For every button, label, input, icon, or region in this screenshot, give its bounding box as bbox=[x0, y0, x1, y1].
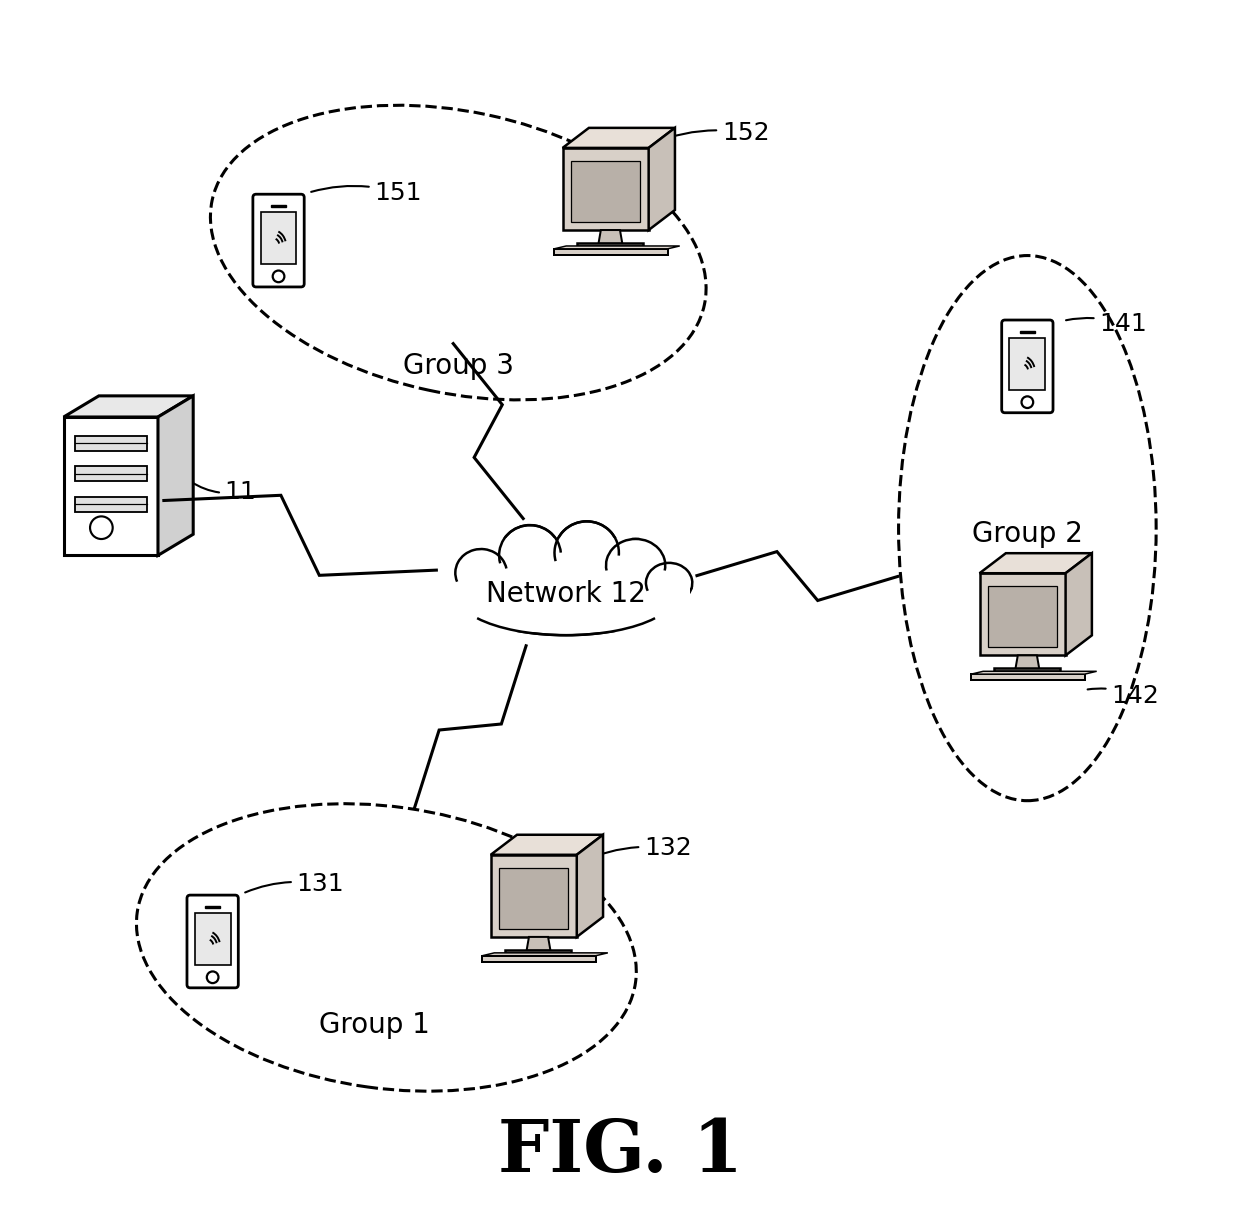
Bar bbox=[438, 538, 694, 588]
Text: FIG. 1: FIG. 1 bbox=[497, 1115, 743, 1187]
Polygon shape bbox=[563, 128, 675, 148]
Polygon shape bbox=[63, 396, 193, 417]
Ellipse shape bbox=[646, 562, 692, 604]
Circle shape bbox=[207, 972, 218, 983]
Bar bbox=[74, 435, 146, 451]
FancyBboxPatch shape bbox=[1002, 320, 1053, 413]
Circle shape bbox=[1022, 396, 1033, 408]
Bar bbox=[206, 907, 219, 908]
Bar bbox=[1009, 338, 1045, 390]
Ellipse shape bbox=[500, 525, 560, 585]
Bar bbox=[994, 668, 1060, 671]
Bar bbox=[260, 212, 296, 264]
Bar bbox=[988, 587, 1058, 647]
Polygon shape bbox=[980, 573, 1065, 656]
Polygon shape bbox=[971, 671, 1096, 674]
Polygon shape bbox=[482, 953, 608, 956]
Bar bbox=[1021, 331, 1034, 333]
Text: 141: 141 bbox=[1066, 313, 1147, 337]
Text: Group 1: Group 1 bbox=[319, 1011, 430, 1040]
Text: 11: 11 bbox=[191, 480, 257, 504]
Bar bbox=[570, 161, 640, 222]
Polygon shape bbox=[554, 246, 680, 248]
Circle shape bbox=[273, 270, 284, 282]
Polygon shape bbox=[1016, 656, 1039, 669]
Text: 132: 132 bbox=[580, 836, 692, 863]
Bar bbox=[195, 913, 231, 965]
Text: 151: 151 bbox=[311, 181, 422, 205]
FancyBboxPatch shape bbox=[187, 896, 238, 988]
Text: Network 12: Network 12 bbox=[486, 581, 646, 608]
Ellipse shape bbox=[554, 521, 619, 584]
Polygon shape bbox=[980, 553, 1092, 573]
Polygon shape bbox=[157, 396, 193, 555]
Bar bbox=[577, 242, 642, 246]
Ellipse shape bbox=[606, 539, 665, 591]
Ellipse shape bbox=[455, 549, 507, 596]
Bar bbox=[74, 467, 146, 481]
Polygon shape bbox=[491, 835, 603, 854]
Ellipse shape bbox=[456, 554, 676, 635]
Polygon shape bbox=[577, 835, 603, 937]
Polygon shape bbox=[563, 148, 649, 230]
Text: 152: 152 bbox=[652, 121, 770, 144]
Bar bbox=[443, 570, 689, 633]
Polygon shape bbox=[554, 248, 668, 255]
Polygon shape bbox=[491, 854, 577, 937]
Text: 142: 142 bbox=[1087, 684, 1159, 708]
Text: 131: 131 bbox=[246, 871, 345, 896]
Polygon shape bbox=[971, 674, 1085, 680]
Text: Group 2: Group 2 bbox=[972, 520, 1083, 548]
Bar bbox=[74, 497, 146, 511]
Circle shape bbox=[91, 516, 113, 539]
Bar bbox=[272, 205, 285, 207]
Bar bbox=[505, 950, 570, 953]
Polygon shape bbox=[1065, 553, 1092, 656]
Polygon shape bbox=[482, 956, 596, 962]
FancyBboxPatch shape bbox=[253, 194, 304, 287]
Polygon shape bbox=[527, 937, 551, 950]
Polygon shape bbox=[599, 230, 622, 244]
Text: Group 3: Group 3 bbox=[403, 353, 513, 381]
Bar bbox=[498, 868, 568, 928]
Polygon shape bbox=[63, 417, 157, 555]
Polygon shape bbox=[649, 128, 675, 230]
